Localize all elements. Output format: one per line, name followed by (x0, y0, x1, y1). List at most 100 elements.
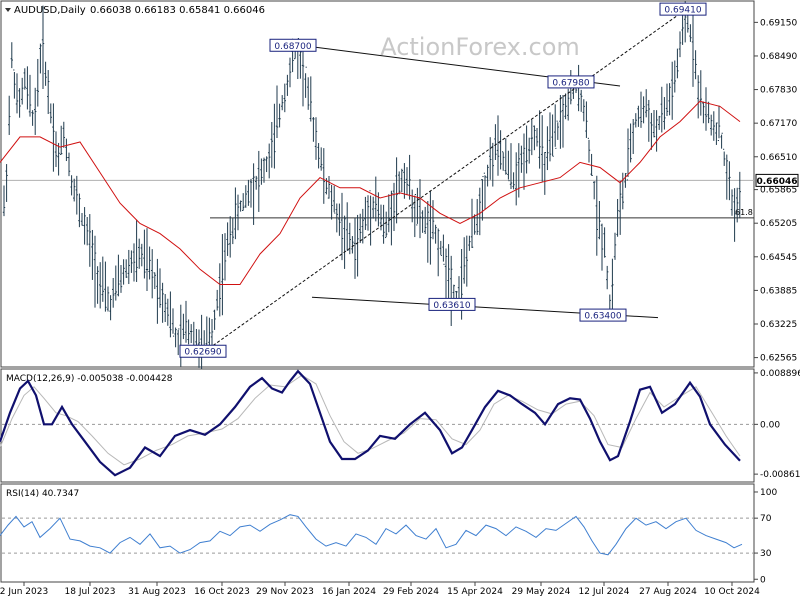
svg-text:0.63400: 0.63400 (584, 312, 621, 322)
price-bar (242, 193, 245, 211)
price-bar (437, 228, 440, 277)
price-bar (255, 175, 258, 190)
price-bar (502, 151, 505, 171)
price-bar (273, 103, 276, 169)
level-labels: 0.68700 0.67980 0.69410 0.63610 0.63400 0.626… (179, 2, 707, 358)
price-bar (463, 237, 466, 284)
price-tick-label-10: 0.62565 (760, 354, 797, 364)
price-bar (338, 203, 341, 236)
price-bar (34, 87, 37, 135)
price-bar (626, 128, 630, 181)
price-bar (114, 265, 117, 301)
price-bar (611, 258, 614, 311)
price-bar (106, 286, 110, 312)
svg-text:0.63610: 0.63610 (433, 301, 470, 311)
price-bar (613, 232, 617, 260)
price-bar (41, 5, 45, 89)
price-bar (101, 256, 104, 302)
level-label-5: 0.62690 (179, 344, 227, 358)
price-bar (678, 31, 682, 58)
price-bar (738, 171, 741, 219)
trend-line-2 (204, 6, 691, 352)
price-bar (652, 110, 656, 138)
x-tick-label-10: 27 Aug 2024 (639, 587, 697, 597)
rsi-title: RSI(14) 40.7347 (6, 489, 79, 499)
macd-tick-label-0: 0.008896 (760, 369, 800, 379)
price-bar (624, 173, 627, 188)
price-bar (109, 295, 112, 321)
price-bar (673, 60, 676, 93)
price-bar (468, 235, 471, 251)
price-bar (346, 202, 349, 251)
price-bar (54, 131, 58, 168)
price-bar (75, 175, 78, 215)
price-bar (390, 190, 393, 246)
price-bar (637, 105, 640, 127)
price-bar (275, 85, 279, 138)
price-bar (26, 66, 29, 110)
price-bar (65, 138, 68, 162)
price-bar (728, 161, 731, 201)
price-bar (359, 213, 362, 244)
macd-panel-frame (0, 368, 755, 483)
price-tick-label-9: 0.63225 (760, 320, 797, 330)
price-bar (151, 249, 154, 299)
price-bar (408, 154, 411, 200)
moving-average (0, 100, 741, 285)
x-tick-label-0: 2 Jun 2023 (0, 587, 48, 597)
price-bar (73, 178, 76, 202)
price-bar (312, 117, 315, 142)
rsi-lines (0, 514, 754, 556)
price-bar (49, 103, 52, 124)
price-bar (2, 185, 6, 217)
price-bar (5, 164, 8, 202)
price-bar (309, 76, 312, 122)
price-bar (595, 175, 598, 256)
price-bar (21, 77, 24, 105)
price-bar (697, 75, 700, 119)
price-bar (621, 172, 624, 210)
price-bar (86, 216, 89, 246)
price-bar (723, 148, 726, 166)
x-tick-label-3: 16 Oct 2023 (194, 587, 250, 597)
price-bar (67, 152, 71, 177)
price-bar (512, 172, 515, 190)
price-bar (504, 138, 507, 175)
price-bar (39, 43, 42, 74)
price-bar (156, 258, 159, 324)
price-bar (736, 187, 739, 223)
price-bar (551, 114, 554, 157)
price-bar (252, 163, 255, 225)
price-bar (145, 228, 149, 292)
macd-y-axis: 0.008896 0.00 -0.008612 (754, 369, 800, 480)
price-bar (244, 185, 247, 208)
price-bar (327, 176, 331, 199)
price-bar (470, 198, 474, 249)
price-bar (429, 190, 432, 265)
price-bar (28, 74, 32, 117)
macd-tick-label-2: -0.008612 (760, 470, 800, 480)
price-bar (528, 137, 531, 164)
rsi-tick-label-1: 70 (760, 514, 772, 524)
price-tick-label-0: 0.69150 (760, 18, 797, 28)
price-bar (509, 143, 513, 190)
price-bar (525, 125, 528, 174)
price-bar (694, 50, 697, 80)
price-bar (385, 211, 388, 239)
price-bar (676, 48, 679, 79)
price-bar (158, 268, 162, 308)
svg-text:0.67980: 0.67980 (552, 78, 589, 88)
price-bar (522, 133, 526, 190)
price-bar (616, 198, 619, 237)
price-bar (169, 291, 172, 338)
price-bar (187, 319, 190, 345)
price-bar (535, 127, 539, 147)
price-bar (421, 210, 424, 233)
price-bar (247, 179, 250, 206)
price-bar (395, 157, 398, 224)
x-tick-label-7: 15 Apr 2024 (447, 587, 503, 597)
macd-signal-line (0, 374, 741, 466)
price-bar (304, 66, 307, 98)
price-bar (117, 254, 120, 297)
price-bar (561, 95, 565, 148)
